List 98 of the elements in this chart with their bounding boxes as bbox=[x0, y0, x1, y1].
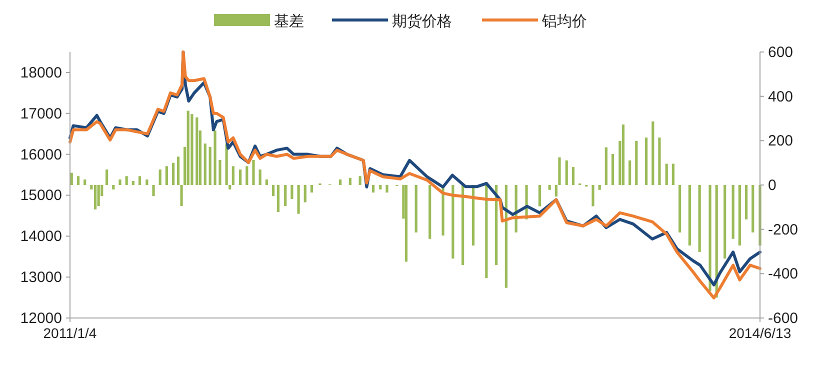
bar bbox=[665, 164, 668, 185]
bar bbox=[428, 185, 432, 239]
y2-tick-label: -600 bbox=[768, 310, 798, 327]
bar bbox=[752, 185, 754, 232]
bar bbox=[214, 130, 216, 185]
bar bbox=[276, 185, 280, 212]
bar bbox=[218, 160, 222, 185]
bar bbox=[504, 185, 508, 288]
bar bbox=[338, 179, 342, 185]
bar bbox=[688, 185, 691, 246]
bar bbox=[372, 185, 375, 193]
bar bbox=[461, 185, 464, 266]
bar bbox=[106, 169, 108, 185]
bar bbox=[622, 124, 625, 185]
bar bbox=[94, 185, 97, 210]
y-tick-label: 16000 bbox=[20, 146, 62, 164]
bar bbox=[246, 166, 248, 185]
x-tick-label: 2014/6/13 bbox=[728, 325, 792, 341]
legend-label: 基差 bbox=[274, 13, 304, 30]
bar bbox=[554, 185, 558, 197]
bar bbox=[125, 176, 128, 185]
bar bbox=[452, 185, 454, 259]
bar bbox=[76, 176, 80, 185]
bar bbox=[565, 160, 568, 185]
bar bbox=[310, 185, 314, 193]
bar bbox=[358, 176, 362, 185]
bar bbox=[284, 185, 287, 206]
bar bbox=[738, 185, 741, 246]
bar bbox=[744, 185, 748, 220]
bar bbox=[138, 176, 142, 185]
bar bbox=[635, 140, 638, 185]
bar bbox=[239, 169, 242, 185]
bar bbox=[180, 185, 183, 206]
bar bbox=[604, 147, 608, 185]
bar bbox=[304, 185, 306, 202]
bar bbox=[146, 179, 148, 185]
bar bbox=[272, 185, 275, 196]
bar bbox=[404, 185, 408, 262]
y-tick-label: 17000 bbox=[20, 105, 62, 122]
bar bbox=[97, 185, 100, 206]
legend-label: 期货价格 bbox=[392, 13, 452, 30]
x-tick-label: 2011/1/4 bbox=[43, 325, 97, 341]
bar bbox=[628, 160, 632, 185]
bar bbox=[208, 146, 212, 185]
y2-tick-label: 600 bbox=[768, 44, 794, 61]
bar bbox=[572, 167, 575, 185]
y2-tick-label: 400 bbox=[768, 88, 794, 106]
bar bbox=[698, 185, 701, 252]
bar bbox=[290, 185, 294, 199]
bar bbox=[112, 185, 115, 190]
bar bbox=[414, 185, 418, 232]
bar bbox=[165, 166, 168, 185]
bar bbox=[558, 157, 561, 185]
bar bbox=[84, 179, 86, 185]
bar bbox=[386, 185, 388, 193]
bar bbox=[644, 138, 648, 185]
bar bbox=[232, 166, 234, 185]
bar bbox=[611, 154, 614, 185]
bar bbox=[252, 160, 255, 185]
y-tick-label: 18000 bbox=[20, 64, 62, 82]
y2-tick-label: 0 bbox=[768, 177, 776, 194]
bar bbox=[204, 144, 206, 185]
y2-tick-label: 200 bbox=[768, 132, 794, 150]
bar bbox=[152, 185, 155, 196]
bar bbox=[598, 185, 601, 190]
bar bbox=[678, 185, 682, 232]
y-tick-label: 12000 bbox=[20, 310, 62, 327]
bar bbox=[732, 185, 734, 239]
y2-tick-label: -200 bbox=[768, 221, 798, 238]
bar bbox=[658, 138, 661, 185]
y2-tick-label: -400 bbox=[768, 266, 798, 283]
bar bbox=[379, 185, 382, 190]
bar bbox=[485, 185, 488, 278]
bar bbox=[265, 179, 268, 185]
bar bbox=[158, 169, 162, 185]
bar bbox=[297, 185, 300, 214]
bar bbox=[672, 164, 674, 185]
bar bbox=[176, 156, 180, 185]
bar bbox=[186, 110, 190, 185]
legend-label: 铝均价 bbox=[541, 13, 587, 30]
bar bbox=[258, 169, 262, 185]
bar bbox=[196, 117, 198, 185]
y-tick-label: 13000 bbox=[20, 269, 62, 286]
bar bbox=[132, 181, 134, 185]
bar bbox=[190, 114, 194, 185]
y-tick-label: 15000 bbox=[20, 187, 62, 204]
bar bbox=[708, 185, 712, 292]
bar bbox=[592, 185, 594, 206]
bar bbox=[228, 185, 232, 190]
bar bbox=[70, 172, 73, 185]
bar bbox=[118, 179, 122, 185]
bar bbox=[652, 121, 654, 185]
bar bbox=[724, 185, 726, 259]
bar bbox=[172, 162, 175, 185]
bar bbox=[548, 185, 551, 190]
y-tick-label: 14000 bbox=[20, 228, 62, 246]
bar bbox=[538, 185, 542, 206]
bar bbox=[348, 178, 352, 185]
